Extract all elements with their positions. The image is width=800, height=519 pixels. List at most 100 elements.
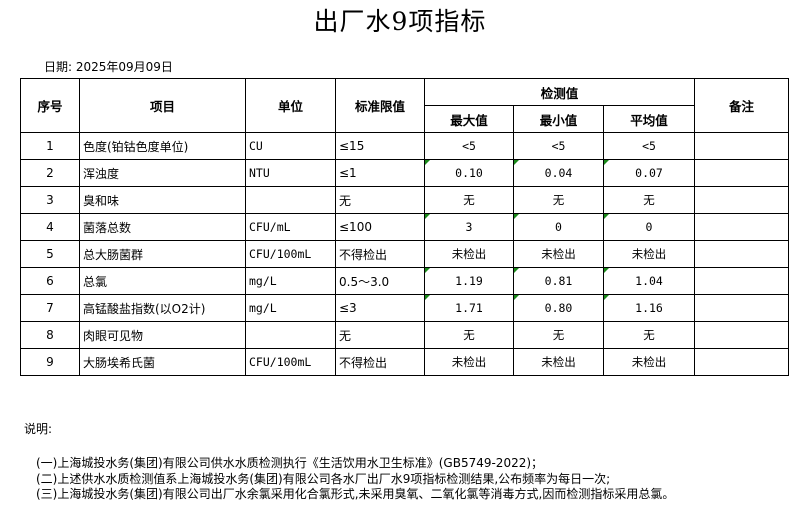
cell-unit: mg/L xyxy=(245,267,336,295)
cell-text: 未检出 xyxy=(631,355,667,369)
note-item: (三)上海城投水务(集团)有限公司出厂水余氯采用化合氯形式,未采用臭氧、二氧化氯… xyxy=(36,487,675,501)
cell-unit: CFU/mL xyxy=(245,213,336,241)
cell-seq: 2 xyxy=(20,159,80,187)
cell-text: 0.5～3.0 xyxy=(339,274,390,289)
cell-avg: 1.16 xyxy=(603,294,695,322)
cell-text: 4 xyxy=(46,220,54,234)
cell-text: <5 xyxy=(462,139,476,153)
cell-text: 总大肠菌群 xyxy=(83,247,144,262)
cell-remark xyxy=(694,186,789,214)
cell-seq: 4 xyxy=(20,213,80,241)
cell-item: 浑浊度 xyxy=(79,159,246,187)
cell-seq: 8 xyxy=(20,321,80,349)
header-item: 项目 xyxy=(79,78,246,133)
cell-avg: 无 xyxy=(603,321,695,349)
cell-text: 总氯 xyxy=(83,274,108,289)
cell-min: 0.80 xyxy=(513,294,604,322)
cell-max: 0.10 xyxy=(424,159,514,187)
cell-text: 2 xyxy=(46,166,54,180)
table-row: 6 总氯 mg/L 0.5～3.0 1.19 0.81 1.04 xyxy=(20,267,789,295)
cell-unit: NTU xyxy=(245,159,336,187)
text-number-marker-icon xyxy=(425,160,430,165)
text-number-marker-icon xyxy=(425,295,430,300)
cell-text: 未检出 xyxy=(451,247,487,261)
cell-text: ≤3 xyxy=(339,301,357,315)
cell-text: 未检出 xyxy=(541,355,576,369)
cell-unit: CFU/100mL xyxy=(245,348,336,376)
cell-text: 无 xyxy=(463,328,475,342)
cell-text: mg/L xyxy=(249,301,277,315)
cell-limit: 0.5～3.0 xyxy=(335,267,425,295)
cell-limit: 无 xyxy=(335,186,425,214)
cell-avg: 1.04 xyxy=(603,267,695,295)
header-detected: 检测值 xyxy=(424,78,695,106)
cell-limit: 不得检出 xyxy=(335,348,425,376)
cell-text: <5 xyxy=(642,139,656,153)
cell-max: 3 xyxy=(424,213,514,241)
table-row: 3 臭和味 无 无 无 无 xyxy=(20,186,789,214)
cell-text: 5 xyxy=(46,247,54,261)
cell-avg: 未检出 xyxy=(603,240,695,268)
cell-text: 无 xyxy=(643,328,655,342)
cell-text: 0 xyxy=(645,220,653,234)
cell-text: 1 xyxy=(46,139,54,153)
cell-text: CFU/mL xyxy=(249,220,291,234)
header-unit: 单位 xyxy=(245,78,336,133)
table-row: 7 高锰酸盐指数(以O2计) mg/L ≤3 1.71 0.80 1.16 xyxy=(20,294,789,322)
header-remark: 备注 xyxy=(694,78,789,133)
header-max: 最大值 xyxy=(424,105,514,133)
cell-text: 无 xyxy=(643,193,655,207)
cell-item: 菌落总数 xyxy=(79,213,246,241)
cell-avg: 无 xyxy=(603,186,695,214)
cell-avg: 0 xyxy=(603,213,695,241)
cell-min: <5 xyxy=(513,132,604,160)
cell-avg: <5 xyxy=(603,132,695,160)
text-number-marker-icon xyxy=(604,160,609,165)
cell-text: 0.80 xyxy=(544,301,573,315)
cell-text: 色度(铂钴色度单位) xyxy=(83,139,189,154)
cell-item: 总氯 xyxy=(79,267,246,295)
table-row: 2 浑浊度 NTU ≤1 0.10 0.04 0.07 xyxy=(20,159,789,187)
cell-seq: 7 xyxy=(20,294,80,322)
cell-item: 大肠埃希氏菌 xyxy=(79,348,246,376)
cell-text: 无 xyxy=(339,328,352,343)
cell-text: 0.07 xyxy=(635,166,663,180)
header-limit: 标准限值 xyxy=(335,78,425,133)
cell-min: 0.04 xyxy=(513,159,604,187)
cell-unit: CFU/100mL xyxy=(245,240,336,268)
text-number-marker-icon xyxy=(514,295,519,300)
cell-text: 1.04 xyxy=(635,274,663,288)
cell-text: 肉眼可见物 xyxy=(83,328,144,343)
cell-text: CFU/100mL xyxy=(249,355,312,369)
cell-text: 高锰酸盐指数(以O2计) xyxy=(83,301,206,316)
table-row: 1 色度(铂钴色度单位) CU ≤15 <5 <5 <5 xyxy=(20,132,789,160)
cell-text: 3 xyxy=(465,220,473,234)
cell-limit: ≤3 xyxy=(335,294,425,322)
text-number-marker-icon xyxy=(604,295,609,300)
cell-remark xyxy=(694,240,789,268)
cell-max: 未检出 xyxy=(424,240,514,268)
cell-avg: 0.07 xyxy=(603,159,695,187)
cell-text: 0.04 xyxy=(544,166,573,180)
cell-max: 1.19 xyxy=(424,267,514,295)
cell-item: 色度(铂钴色度单位) xyxy=(79,132,246,160)
header-min: 最小值 xyxy=(513,105,604,133)
cell-text: CU xyxy=(249,139,263,153)
cell-text: 0.10 xyxy=(455,166,483,180)
note-item: (二)上述供水水质检测值系上海城投水务(集团)有限公司各水厂出厂水9项指标检测结… xyxy=(36,471,611,486)
cell-remark xyxy=(694,132,789,160)
cell-text: ≤15 xyxy=(339,139,365,153)
cell-text: 0 xyxy=(555,220,562,234)
cell-text: 7 xyxy=(46,301,54,315)
cell-text: mg/L xyxy=(249,274,277,288)
cell-text: CFU/100mL xyxy=(249,247,312,261)
cell-remark xyxy=(694,321,789,349)
cell-text: <5 xyxy=(551,139,566,153)
cell-max: 1.71 xyxy=(424,294,514,322)
cell-text: 大肠埃希氏菌 xyxy=(83,355,156,370)
cell-max: 未检出 xyxy=(424,348,514,376)
table-row: 8 肉眼可见物 无 无 无 无 xyxy=(20,321,789,349)
cell-max: 无 xyxy=(424,321,514,349)
note-item: (一)上海城投水务(集团)有限公司供水水质检测执行《生活饮用水卫生标准》(GB5… xyxy=(36,456,544,470)
cell-text: 0.81 xyxy=(544,274,573,288)
